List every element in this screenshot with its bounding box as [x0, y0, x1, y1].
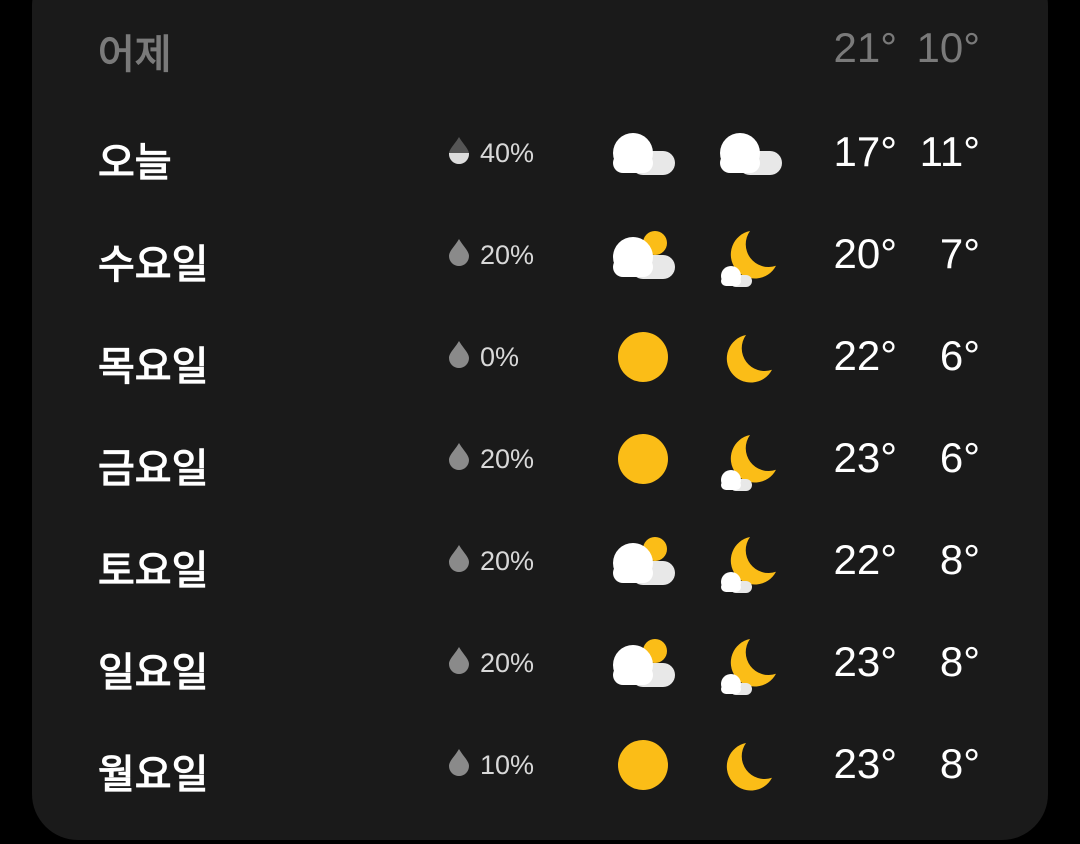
- day-label: 수요일: [98, 242, 209, 288]
- drop-icon: [448, 340, 470, 375]
- high-temp: 17°: [833, 128, 897, 175]
- precip-value: 20%: [480, 240, 535, 270]
- precip-value: 0%: [480, 342, 520, 372]
- partly-cloudy-night-icon: [718, 223, 782, 287]
- forecast-row[interactable]: 토요일 20% 22° 8°: [0, 510, 1080, 612]
- day-label: 어제: [98, 32, 172, 78]
- forecast-row-yesterday: 어제 21° 10°: [0, 0, 1080, 102]
- drop-icon: [448, 646, 470, 681]
- precipitation: 0%: [448, 340, 519, 375]
- drop-icon: [448, 748, 470, 783]
- weekly-forecast-card: [32, 0, 1048, 840]
- cloudy-icon: [718, 121, 782, 185]
- precipitation: 20%: [448, 238, 534, 273]
- clear-night-icon: [718, 325, 782, 389]
- partly-cloudy-day-icon: [611, 529, 675, 593]
- half-drop-icon: [448, 136, 470, 171]
- drop-icon: [448, 442, 470, 477]
- partly-cloudy-day-icon: [611, 223, 675, 287]
- day-label: 오늘: [98, 140, 172, 186]
- cloudy-icon: [611, 121, 675, 185]
- precip-value: 20%: [480, 444, 535, 474]
- partly-cloudy-night-icon: [718, 631, 782, 695]
- high-temp: 22°: [833, 332, 897, 379]
- sunny-icon: [611, 325, 675, 389]
- low-temp: 7°: [939, 230, 980, 277]
- low-temp: 8°: [939, 638, 980, 685]
- forecast-row[interactable]: 목요일 0% 22° 6°: [0, 306, 1080, 408]
- high-temp: 23°: [833, 638, 897, 685]
- day-label: 월요일: [98, 752, 209, 798]
- precip-value: 20%: [480, 546, 535, 576]
- clear-night-icon: [718, 733, 782, 797]
- precipitation: 20%: [448, 544, 534, 579]
- low-temp: 6°: [939, 434, 980, 481]
- low-temp: 8°: [939, 536, 980, 583]
- day-label: 목요일: [98, 344, 209, 390]
- precipitation: 40%: [448, 136, 534, 171]
- high-temp: 20°: [833, 230, 897, 277]
- precip-value: 40%: [480, 138, 535, 168]
- high-temp: 23°: [833, 740, 897, 787]
- precip-value: 10%: [480, 750, 535, 780]
- low-temp: 6°: [939, 332, 980, 379]
- low-temp: 8°: [939, 740, 980, 787]
- low-temp: 10°: [916, 24, 980, 71]
- day-label: 토요일: [98, 548, 209, 594]
- forecast-row[interactable]: 일요일 20% 23° 8°: [0, 612, 1080, 714]
- partly-cloudy-night-icon: [718, 529, 782, 593]
- forecast-row[interactable]: 금요일 20% 23° 6°: [0, 408, 1080, 510]
- precipitation: 20%: [448, 442, 534, 477]
- precipitation: 10%: [448, 748, 534, 783]
- precipitation: 20%: [448, 646, 534, 681]
- partly-cloudy-night-icon: [718, 427, 782, 491]
- drop-icon: [448, 238, 470, 273]
- high-temp: 23°: [833, 434, 897, 481]
- drop-icon: [448, 544, 470, 579]
- forecast-row[interactable]: 월요일 10% 23° 8°: [0, 714, 1080, 816]
- low-temp: 11°: [919, 128, 980, 175]
- sunny-icon: [611, 427, 675, 491]
- day-label: 일요일: [98, 650, 209, 696]
- high-temp: 22°: [833, 536, 897, 583]
- sunny-icon: [611, 733, 675, 797]
- partly-cloudy-day-icon: [611, 631, 675, 695]
- high-temp: 21°: [833, 24, 897, 71]
- day-label: 금요일: [98, 446, 209, 492]
- forecast-row[interactable]: 오늘 40% 17° 11°: [0, 102, 1080, 204]
- forecast-row[interactable]: 수요일 20% 20° 7°: [0, 204, 1080, 306]
- precip-value: 20%: [480, 648, 535, 678]
